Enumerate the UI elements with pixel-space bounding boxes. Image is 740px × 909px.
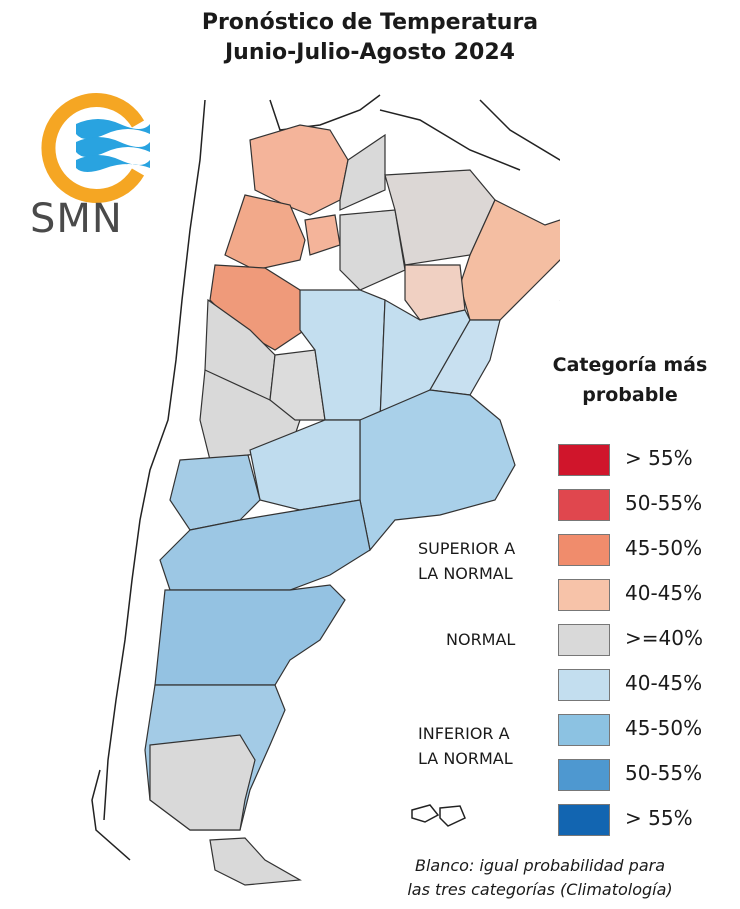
legend-group-inferior-line-2: LA NORMAL <box>418 749 513 768</box>
brazil-outline <box>479 99 560 161</box>
footnote-line-2: las tres categorías (Climatología) <box>407 880 673 899</box>
regions <box>144 124 560 886</box>
logo-wave-1 <box>76 119 150 139</box>
map-title: Pronóstico de Temperatura Junio-Julio-Ag… <box>0 8 740 68</box>
legend-swatch-superior-45-50 <box>558 534 610 566</box>
legend-group-normal: NORMAL <box>446 630 516 649</box>
region-salta-east <box>339 133 386 211</box>
legend-group-inferior-line-1: INFERIOR A <box>418 724 510 743</box>
neighbor-outlines <box>91 94 560 861</box>
chile-coast-outline <box>103 99 206 821</box>
region-san-luis <box>269 349 326 421</box>
region-catamarca <box>224 194 306 271</box>
chile-fjords-outline <box>91 769 131 861</box>
region-tierra-del-fuego <box>209 837 302 886</box>
logo-ring <box>41 93 145 203</box>
legend-label-inferior-50-55: 50-55% <box>625 761 703 785</box>
legend-title-line-1: Categoría más <box>552 354 708 376</box>
legend-swatch-superior-50-55 <box>558 489 610 521</box>
legend-swatch-inferior-40-45 <box>558 669 610 701</box>
title-line-1: Pronóstico de Temperatura <box>201 10 539 35</box>
legend-label-superior-gt55: > 55% <box>625 446 693 470</box>
region-chubut <box>154 584 346 686</box>
legend-swatch-inferior-50-55 <box>558 759 610 791</box>
malvinas-west <box>411 804 440 823</box>
region-santiago <box>339 209 406 291</box>
argentina-temperature-map <box>91 94 560 886</box>
legend-label-normal: >=40% <box>625 626 703 650</box>
legend-group-inferior: INFERIOR A LA NORMAL <box>418 721 548 771</box>
region-santa-cruz-south <box>149 734 256 831</box>
region-buenos-aires <box>359 389 516 552</box>
region-tucuman <box>304 214 341 256</box>
legend-label-superior-40-45: 40-45% <box>625 581 703 605</box>
legend-group-superior: SUPERIOR A LA NORMAL <box>418 536 548 586</box>
legend-swatch-normal <box>558 624 610 656</box>
legend-label-inferior-gt55: > 55% <box>625 806 693 830</box>
footnote: Blanco: igual probabilidad para las tres… <box>370 854 710 902</box>
legend-label-superior-45-50: 45-50% <box>625 536 703 560</box>
logo-wave-2 <box>76 137 150 157</box>
legend-swatch-superior-40-45 <box>558 579 610 611</box>
bolivia-outline <box>269 94 381 131</box>
title-line-2: Junio-Julio-Agosto 2024 <box>225 40 515 65</box>
logo-text: SMN <box>30 196 123 242</box>
legend-group-superior-line-2: LA NORMAL <box>418 564 513 583</box>
paraguay-outline <box>379 109 521 171</box>
footnote-line-1: Blanco: igual probabilidad para <box>414 856 666 875</box>
region-entre-rios <box>429 319 501 396</box>
legend-title-line-2: probable <box>582 384 678 406</box>
smn-logo-icon <box>41 93 150 203</box>
legend-title: Categoría más probable <box>538 350 722 410</box>
logo-wave-3 <box>76 155 150 172</box>
malvinas-islands <box>411 804 466 827</box>
legend-group-superior-line-1: SUPERIOR A <box>418 539 516 558</box>
legend-swatch-superior-gt55 <box>558 444 610 476</box>
legend-swatch-inferior-gt55 <box>558 804 610 836</box>
legend-swatch-inferior-45-50 <box>558 714 610 746</box>
region-misiones-corrientes <box>459 199 560 321</box>
region-rio-negro <box>159 499 371 591</box>
legend-label-superior-50-55: 50-55% <box>625 491 703 515</box>
malvinas-east <box>439 805 466 827</box>
legend-label-inferior-45-50: 45-50% <box>625 716 703 740</box>
legend-label-inferior-40-45: 40-45% <box>625 671 703 695</box>
